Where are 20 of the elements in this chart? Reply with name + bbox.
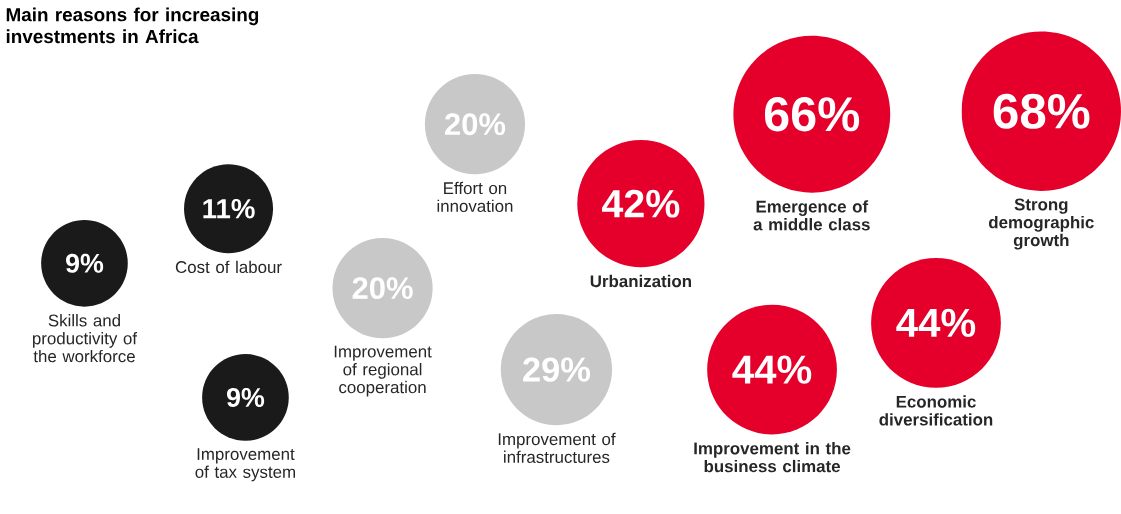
category-label: Improvement of regional cooperation [334,345,432,397]
data-label: 66% [764,97,860,132]
data-label: 11% [203,199,255,219]
category-label: Skills and productivity of the workforce [32,314,138,363]
data-label: 44% [896,308,976,338]
data-label: 42% [602,189,680,218]
category-label: Urbanization [590,274,691,288]
category-label: Economic diversification [879,395,993,426]
data-label: 68% [993,93,1090,129]
category-label: Improvement of infrastructures [498,432,616,464]
category-label: Cost of labour [175,260,282,274]
data-label: 9% [66,253,104,273]
category-label: Strong demographic growth [988,198,1094,250]
category-label: Effort on innovation [437,181,513,213]
category-label: Improvement of tax system [195,448,295,482]
data-label: 9% [226,388,265,408]
text: Main reasons for increasing investments in Africa [6,7,259,44]
category-label: Emergence of a middle class [753,200,870,231]
data-label: 44% [732,355,812,384]
category-label: Improvement in the business climate [694,442,851,473]
